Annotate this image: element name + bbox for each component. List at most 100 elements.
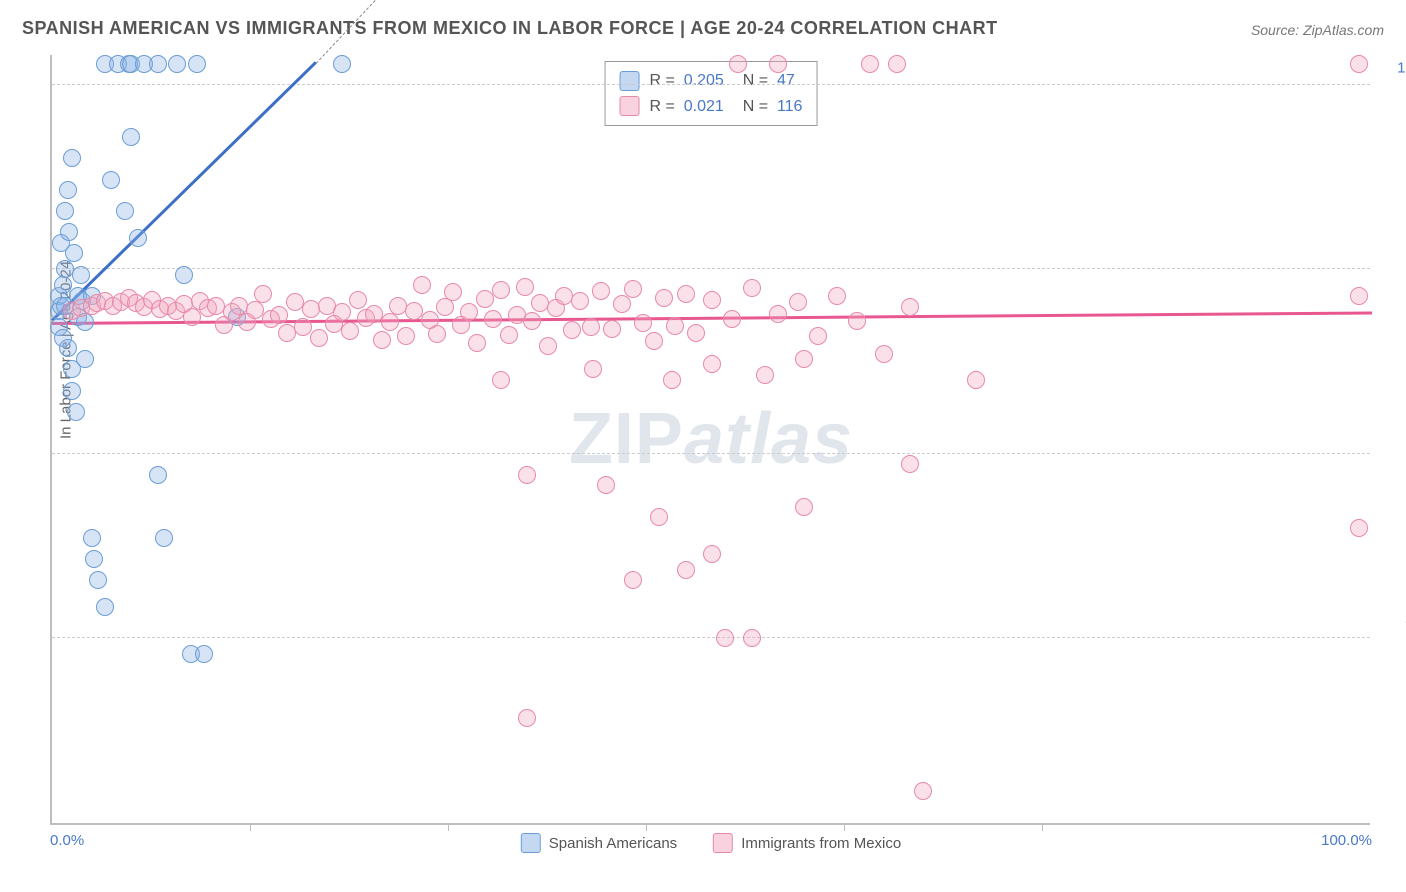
- data-point: [571, 292, 589, 310]
- data-point: [270, 306, 288, 324]
- data-point: [666, 317, 684, 335]
- data-point: [129, 229, 147, 247]
- data-point: [663, 371, 681, 389]
- data-point: [848, 312, 866, 330]
- data-point: [516, 278, 534, 296]
- data-point: [795, 350, 813, 368]
- data-point: [603, 320, 621, 338]
- data-point: [149, 466, 167, 484]
- data-point: [789, 293, 807, 311]
- watermark-zip: ZIP: [569, 399, 684, 479]
- data-point: [397, 327, 415, 345]
- data-point: [828, 287, 846, 305]
- data-point: [54, 276, 72, 294]
- swatch-blue-icon: [620, 71, 640, 91]
- data-point: [428, 325, 446, 343]
- data-point: [518, 466, 536, 484]
- data-point: [333, 303, 351, 321]
- r-label: R = 0.021: [650, 94, 724, 120]
- data-point: [59, 181, 77, 199]
- chart-title: SPANISH AMERICAN VS IMMIGRANTS FROM MEXI…: [22, 18, 998, 39]
- data-point: [59, 339, 77, 357]
- data-point: [795, 498, 813, 516]
- watermark: ZIPatlas: [569, 398, 853, 480]
- data-point: [634, 314, 652, 332]
- data-point: [83, 529, 101, 547]
- data-point: [677, 561, 695, 579]
- data-point: [500, 326, 518, 344]
- data-point: [484, 310, 502, 328]
- data-point: [645, 332, 663, 350]
- data-point: [756, 366, 774, 384]
- data-point: [729, 55, 747, 73]
- data-point: [769, 55, 787, 73]
- data-point: [349, 291, 367, 309]
- data-point: [254, 285, 272, 303]
- data-point: [967, 371, 985, 389]
- data-point: [468, 334, 486, 352]
- data-point: [809, 327, 827, 345]
- data-point: [60, 223, 78, 241]
- swatch-pink-icon: [713, 833, 733, 853]
- y-tick-label: 47.5%: [1378, 613, 1406, 630]
- data-point: [492, 281, 510, 299]
- stats-row-pink: R = 0.021 N = 116: [620, 94, 803, 120]
- data-point: [373, 331, 391, 349]
- data-point: [861, 55, 879, 73]
- x-tick-mark: [448, 823, 449, 831]
- data-point: [89, 571, 107, 589]
- y-tick-label: 82.5%: [1378, 244, 1406, 261]
- data-point: [67, 403, 85, 421]
- data-point: [875, 345, 893, 363]
- data-point: [716, 629, 734, 647]
- data-point: [102, 171, 120, 189]
- data-point: [310, 329, 328, 347]
- grid-line: [52, 637, 1370, 638]
- data-point: [523, 312, 541, 330]
- data-point: [333, 55, 351, 73]
- x-tick-min: 0.0%: [50, 832, 84, 849]
- data-point: [582, 318, 600, 336]
- data-point: [149, 55, 167, 73]
- data-point: [743, 629, 761, 647]
- data-point: [539, 337, 557, 355]
- x-tick-mark: [844, 823, 845, 831]
- grid-line: [52, 268, 1370, 269]
- data-point: [65, 244, 83, 262]
- data-point: [703, 355, 721, 373]
- data-point: [195, 645, 213, 663]
- data-point: [901, 455, 919, 473]
- legend-item-pink: Immigrants from Mexico: [713, 833, 901, 853]
- n-value-pink: 116: [777, 98, 803, 115]
- data-point: [85, 550, 103, 568]
- n-label: N = 47: [734, 68, 795, 94]
- y-tick-label: 100.0%: [1378, 59, 1406, 76]
- data-point: [650, 508, 668, 526]
- data-point: [584, 360, 602, 378]
- data-point: [56, 202, 74, 220]
- data-point: [492, 371, 510, 389]
- n-value-blue: 47: [777, 72, 795, 89]
- data-point: [677, 285, 695, 303]
- data-point: [703, 545, 721, 563]
- grid-line: [52, 84, 1370, 85]
- data-point: [381, 313, 399, 331]
- stats-legend: R = 0.205 N = 47 R = 0.021 N = 116: [605, 61, 818, 126]
- data-point: [460, 303, 478, 321]
- series-legend: Spanish Americans Immigrants from Mexico: [521, 833, 901, 853]
- source-label: Source: ZipAtlas.com: [1251, 22, 1384, 38]
- data-point: [188, 55, 206, 73]
- watermark-atlas: atlas: [684, 399, 853, 479]
- data-point: [155, 529, 173, 547]
- data-point: [769, 305, 787, 323]
- data-point: [518, 709, 536, 727]
- data-point: [175, 266, 193, 284]
- data-point: [72, 266, 90, 284]
- swatch-pink-icon: [620, 96, 640, 116]
- data-point: [743, 279, 761, 297]
- r-value-pink: 0.021: [684, 98, 724, 115]
- data-point: [413, 276, 431, 294]
- data-point: [294, 318, 312, 336]
- n-label: N = 116: [734, 94, 803, 120]
- legend-label-pink: Immigrants from Mexico: [741, 835, 901, 852]
